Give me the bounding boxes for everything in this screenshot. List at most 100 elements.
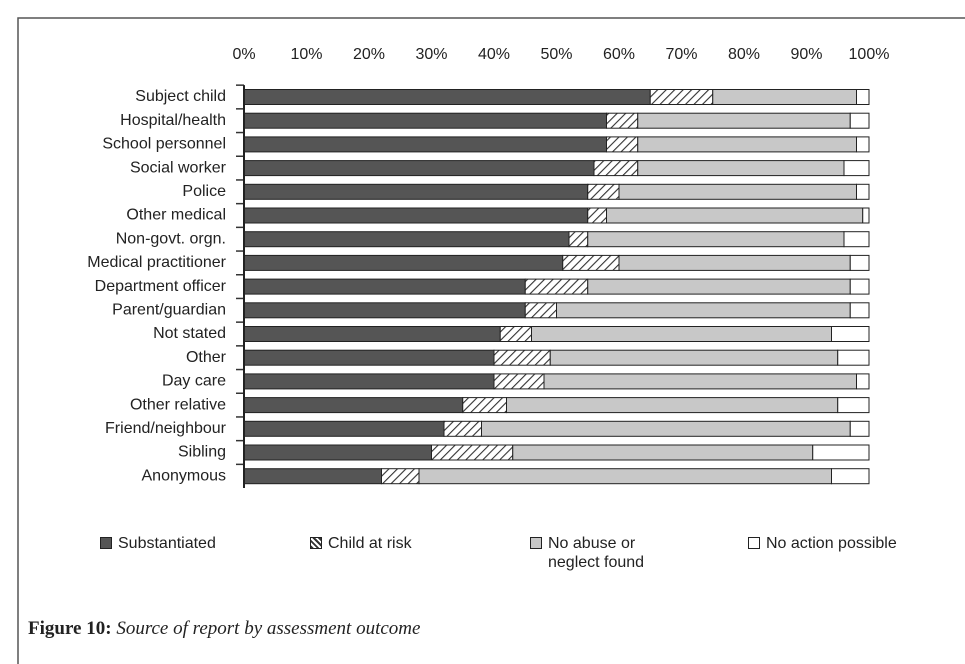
legend-swatch	[748, 537, 760, 549]
bar-segment	[543, 373, 857, 390]
bar-segment	[587, 183, 620, 200]
bar-segment	[462, 397, 507, 414]
bar-segment	[587, 207, 607, 224]
caption: Figure 10: Source of report by assessmen…	[28, 618, 420, 640]
bar-segment	[587, 231, 845, 248]
bar-segment	[381, 468, 420, 485]
bar-segment	[618, 183, 857, 200]
x-tick-label: 100%	[849, 46, 890, 63]
x-tick-label: 80%	[728, 46, 760, 63]
bar-segment	[831, 468, 870, 485]
y-tick-label: School personnel	[102, 136, 226, 153]
x-tick-label: 40%	[478, 46, 510, 63]
bar-segment	[243, 231, 570, 248]
y-tick-label: Anonymous	[142, 467, 227, 484]
bar-segment	[243, 326, 501, 342]
bar-segment	[831, 326, 870, 342]
y-tick-label: Other	[186, 349, 227, 366]
legend-swatch	[310, 537, 322, 549]
x-tick-label: 10%	[290, 46, 322, 63]
bar-segment	[606, 207, 864, 224]
y-tick-label: Department officer	[95, 278, 227, 295]
bar-segment	[606, 112, 639, 129]
y-tick-label: Sibling	[178, 444, 226, 461]
bar-segment	[593, 160, 639, 177]
bar-segment	[506, 397, 839, 414]
y-tick-label: Parent/guardian	[112, 302, 226, 319]
bar-segment	[243, 278, 526, 295]
bar-segment	[849, 254, 870, 271]
bar-segment	[862, 207, 870, 224]
bar-segment	[499, 326, 532, 342]
bar-segment	[812, 444, 870, 461]
bar-segment	[649, 89, 714, 105]
y-tick-label: Other medical	[126, 207, 226, 224]
bar-segment	[637, 136, 857, 153]
bar-segment	[712, 89, 857, 105]
legend-swatch	[100, 537, 112, 549]
bar-segment	[531, 326, 832, 342]
bar-segment	[587, 278, 851, 295]
bar-segment	[549, 349, 839, 366]
legend-label: Substantiated	[118, 535, 216, 552]
y-tick-label: Non-govt. orgn.	[116, 230, 226, 247]
y-tick-label: Friend/neighbour	[105, 420, 227, 437]
y-tick-label: Other relative	[130, 396, 226, 413]
y-tick-label: Police	[182, 183, 226, 200]
bar-segment	[524, 302, 557, 319]
bar-segment	[618, 254, 851, 271]
caption-text: Source of report by assessment outcome	[116, 618, 421, 639]
bar-segment	[243, 444, 432, 461]
y-tick-label: Day care	[162, 373, 226, 390]
bar-segment	[556, 302, 851, 319]
bar-segment	[856, 373, 870, 390]
bar-segment	[568, 231, 589, 248]
bar-segment	[243, 160, 595, 177]
y-tick-label: Social worker	[130, 159, 227, 176]
bar-segment	[849, 112, 870, 129]
bar-segment	[243, 373, 495, 390]
bar-segment	[837, 349, 870, 366]
bar-segment	[243, 112, 607, 129]
legend-label: Child at risk	[328, 535, 412, 552]
bar-segment	[443, 420, 482, 437]
x-tick-label: 70%	[665, 46, 697, 63]
bar-segment	[856, 183, 870, 200]
x-tick-label: 0%	[232, 46, 255, 63]
bar-segment	[562, 254, 620, 271]
bar-segment	[243, 420, 445, 437]
bar-segment	[418, 468, 832, 485]
bar-segment	[849, 302, 870, 319]
x-tick-label: 20%	[353, 46, 385, 63]
bar-segment	[481, 420, 851, 437]
bar-segment	[243, 254, 564, 271]
bar-segment	[243, 302, 526, 319]
bar-segment	[243, 468, 382, 485]
bar-segment	[493, 349, 551, 366]
legend-label: No abuse or neglect found	[548, 535, 645, 571]
legend-label: No action possible	[766, 535, 897, 552]
bar-segment	[843, 160, 870, 177]
bar-segment	[243, 89, 651, 105]
bar-segment	[243, 397, 464, 414]
bar-segment	[512, 444, 814, 461]
bar-segment	[637, 160, 845, 177]
legend-swatch	[530, 537, 542, 549]
bar-segment	[243, 183, 589, 200]
x-tick-label: 30%	[415, 46, 447, 63]
x-tick-label: 50%	[540, 46, 572, 63]
bar-segment	[837, 397, 870, 414]
y-tick-label: Hospital/health	[120, 112, 226, 129]
bar-segment	[243, 136, 607, 153]
caption-label: Figure 10:	[28, 618, 112, 639]
bar-segment	[431, 444, 514, 461]
x-tick-label: 60%	[603, 46, 635, 63]
bar-segment	[243, 207, 589, 224]
y-tick-label: Not stated	[153, 325, 226, 342]
bar-segment	[243, 349, 495, 366]
bar-segment	[606, 136, 639, 153]
x-tick-label: 90%	[790, 46, 822, 63]
bar-segment	[493, 373, 545, 390]
